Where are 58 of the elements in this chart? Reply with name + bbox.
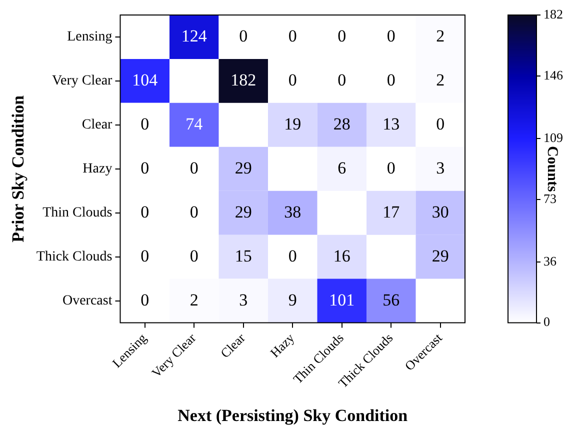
color-bar-label: 73 [544,190,556,206]
data-label: 74 [186,114,204,134]
data-label: 56 [382,290,400,310]
color-bar-label: 0 [544,314,550,330]
data-label: 38 [284,202,302,222]
data-label: 15 [234,246,252,266]
color-bar-label: 109 [544,130,563,145]
data-label: 0 [288,26,297,46]
color-bar-label: 182 [544,6,563,22]
data-label: 0 [140,202,150,222]
color-bar-label: 146 [544,67,564,82]
data-label: 9 [288,290,297,310]
data-label: 2 [436,70,445,90]
color-bar-title: Counts [544,146,560,192]
y-axis-title: Prior Sky Condition [8,94,28,242]
data-label: 0 [338,70,346,90]
data-label: 3 [239,290,248,310]
y-tick-label: Lensing [67,30,112,45]
y-tick-label: Thick Clouds [36,250,112,264]
data-label: 3 [436,158,445,178]
data-label: 124 [181,26,208,46]
data-label: 19 [284,114,302,134]
data-label: 2 [190,290,198,310]
data-label: 17 [382,202,400,222]
y-tick-label: Overcast [62,293,112,308]
data-label: 0 [288,246,297,266]
data-label: 0 [140,290,150,310]
data-label: 16 [333,246,350,266]
data-label: 101 [329,290,355,310]
data-label: 0 [386,70,396,90]
data-label: 0 [436,114,445,134]
data-label: 28 [333,114,350,134]
data-label: 0 [288,70,297,90]
data-label: 0 [140,114,150,134]
data-label: 29 [234,202,252,222]
data-label: 104 [132,70,158,90]
data-label: 0 [338,26,346,46]
data-label: 6 [338,158,346,178]
y-tick-label: Thin Clouds [42,206,112,221]
data-label: 0 [386,26,396,46]
y-tick-label: Clear [82,118,113,133]
data-label: 0 [190,246,198,266]
data-label: 30 [432,202,449,222]
data-label: 13 [382,114,400,134]
data-label: 29 [234,158,252,178]
data-label: 0 [239,26,248,46]
data-label: 0 [140,158,150,178]
data-label: 0 [190,158,198,178]
color-bar-label: 36 [544,253,557,268]
data-label: 0 [190,202,198,222]
data-label: 0 [386,158,396,178]
x-axis-title: Next (Persisting) Sky Condition [178,406,408,426]
y-tick-label: Hazy [82,162,112,177]
data-label: 2 [436,26,445,46]
data-label: 182 [230,70,256,90]
data-label: 0 [140,246,150,266]
data-label: 29 [432,246,449,266]
y-tick-label: Very Clear [52,74,113,89]
